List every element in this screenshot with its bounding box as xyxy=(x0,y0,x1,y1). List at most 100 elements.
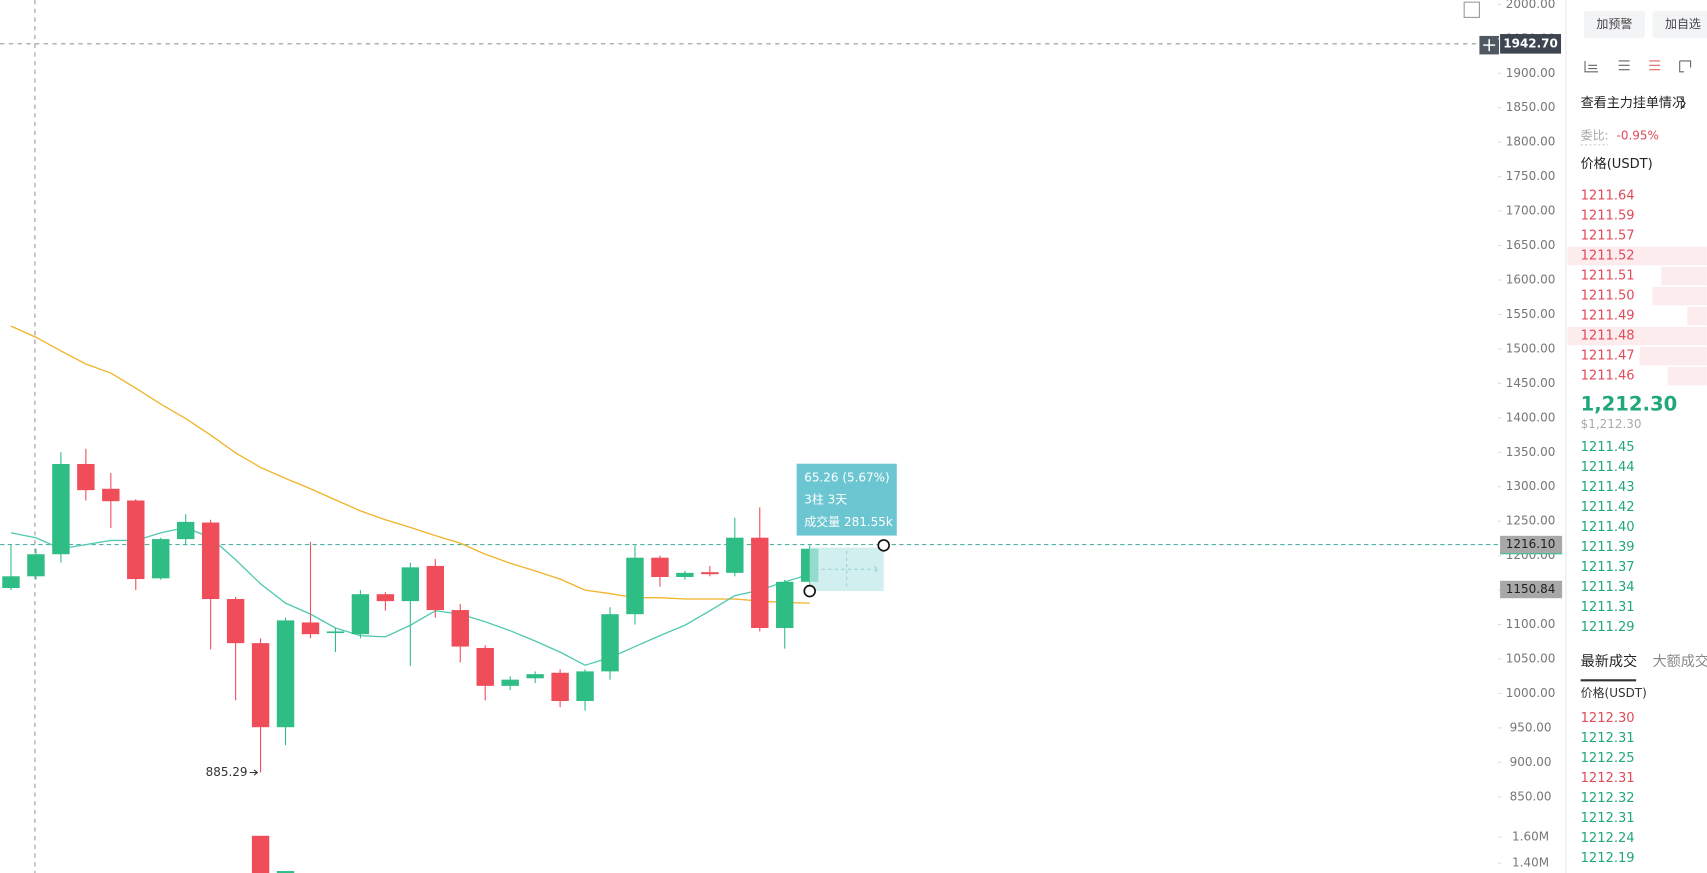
y-tick-label: 1750.00 xyxy=(1506,169,1556,183)
y-tick-label: 950.00 xyxy=(1510,720,1552,734)
bid-price: 1211.42 xyxy=(1581,500,1635,515)
candle-body xyxy=(226,599,245,644)
y-tick-label: 1550.00 xyxy=(1506,307,1556,321)
trades-header: 价格(USDT) xyxy=(1581,685,1647,700)
bid-price: 1211.37 xyxy=(1581,560,1635,575)
price-header: 价格(USDT) xyxy=(1581,156,1653,172)
candle-body xyxy=(626,557,644,615)
volume-tick-label: 1.40M xyxy=(1512,856,1549,870)
candle-body xyxy=(52,463,70,555)
y-tick-label: 1250.00 xyxy=(1506,514,1556,528)
icon[interactable] xyxy=(1618,60,1630,71)
ask-price: 1211.52 xyxy=(1581,249,1635,264)
ask-price: 1211.50 xyxy=(1581,289,1635,304)
y-tick-label: 850.00 xyxy=(1510,789,1552,803)
candle-body xyxy=(201,522,220,600)
candle-body xyxy=(451,610,469,647)
measure-tooltip xyxy=(796,463,897,536)
candle-body xyxy=(176,521,195,540)
candle-body xyxy=(27,554,45,577)
panel-last-price-usd: $1,212.30 xyxy=(1581,417,1642,431)
icon[interactable] xyxy=(1649,60,1661,71)
candle-body xyxy=(426,565,445,611)
moving-average-line xyxy=(10,325,810,604)
bid-price: 1211.40 xyxy=(1581,520,1635,535)
volume-bar xyxy=(251,835,270,873)
tab[interactable]: 最新成交 xyxy=(1581,653,1638,670)
toolbar-icons xyxy=(1584,60,1692,73)
candle-body xyxy=(551,672,569,702)
y-tick-label: 1800.00 xyxy=(1506,135,1556,149)
ask-price: 1211.48 xyxy=(1581,329,1635,344)
panel-last-price: 1,212.30 xyxy=(1581,392,1678,415)
ask-price: 1211.47 xyxy=(1581,349,1635,364)
volume-bar xyxy=(276,871,295,873)
expand-icon[interactable] xyxy=(1463,1,1480,18)
last-price-box xyxy=(1500,535,1563,554)
candle-body xyxy=(326,631,345,634)
trade-price: 1212.31 xyxy=(1581,811,1635,826)
y-tick-label: 1000.00 xyxy=(1506,686,1556,700)
marker-price-label: 1150.84 xyxy=(1506,582,1556,596)
y-tick-label: 1600.00 xyxy=(1506,272,1556,286)
min-price-label: 885.29 xyxy=(206,765,248,779)
candle-body xyxy=(401,567,420,602)
depth-bar xyxy=(1567,246,1707,266)
candle-body xyxy=(251,643,270,728)
trade-price: 1212.19 xyxy=(1581,851,1635,866)
trade-price: 1212.31 xyxy=(1581,771,1635,786)
candle-body xyxy=(77,463,95,491)
y-tick-label: 1100.00 xyxy=(1506,617,1556,631)
tab[interactable]: 大额成交 xyxy=(1652,653,1707,670)
button-label: 加预警 xyxy=(1596,16,1632,31)
depth-bar xyxy=(1567,326,1707,346)
plus-icon xyxy=(1483,39,1496,52)
volume-tick-label: 1.60M xyxy=(1512,830,1549,844)
candle-body xyxy=(276,620,295,728)
y-tick-label: 1650.00 xyxy=(1506,238,1556,252)
y-tick-label: 1900.00 xyxy=(1506,66,1556,80)
ask-price: 1211.51 xyxy=(1581,269,1635,284)
ask-price: 1211.46 xyxy=(1581,369,1635,384)
candle-body xyxy=(301,622,320,635)
bid-price: 1211.39 xyxy=(1581,540,1635,555)
button-label: 加自选 xyxy=(1665,17,1701,31)
ratio-label: 委比: xyxy=(1581,129,1609,143)
last-price-label: 1216.10 xyxy=(1506,537,1556,551)
crosshair-price-label: 1942.70 xyxy=(1503,36,1558,50)
main-orders-link[interactable]: 查看主力挂单情况 xyxy=(1581,95,1685,111)
y-tick-label: 1450.00 xyxy=(1506,376,1556,390)
depth-bar xyxy=(1667,366,1707,386)
button[interactable] xyxy=(1583,10,1645,39)
y-tick-label: 1400.00 xyxy=(1506,410,1556,424)
measure-handle[interactable] xyxy=(877,539,890,552)
icon[interactable] xyxy=(1584,60,1599,73)
candle-body xyxy=(501,679,519,686)
trade-price: 1212.31 xyxy=(1581,731,1635,746)
candle-body xyxy=(2,576,20,589)
measure-arrow xyxy=(815,550,880,588)
trade-price: 1212.30 xyxy=(1581,711,1635,726)
bid-price: 1211.44 xyxy=(1581,460,1635,475)
measure-handle[interactable] xyxy=(803,584,816,598)
min-arrow xyxy=(249,769,259,776)
crosshair-price-box xyxy=(1500,34,1562,54)
ask-price: 1211.64 xyxy=(1581,188,1635,203)
y-tick-label: 1500.00 xyxy=(1506,341,1556,355)
chevron xyxy=(1680,97,1686,110)
candle-body xyxy=(102,488,120,502)
candle-body xyxy=(676,572,694,577)
button[interactable] xyxy=(1652,10,1707,39)
bid-price: 1211.43 xyxy=(1581,480,1635,495)
y-tick-label: 2000.00 xyxy=(1506,0,1556,11)
bid-price: 1211.29 xyxy=(1581,620,1635,635)
candle-body xyxy=(376,594,395,602)
measure-text: 65.26 (5.67%) xyxy=(804,470,889,484)
ask-price: 1211.59 xyxy=(1581,208,1635,223)
icon[interactable] xyxy=(1679,60,1692,73)
candle-body xyxy=(776,581,794,628)
depth-bar xyxy=(1652,286,1707,306)
candle-body xyxy=(701,572,719,575)
